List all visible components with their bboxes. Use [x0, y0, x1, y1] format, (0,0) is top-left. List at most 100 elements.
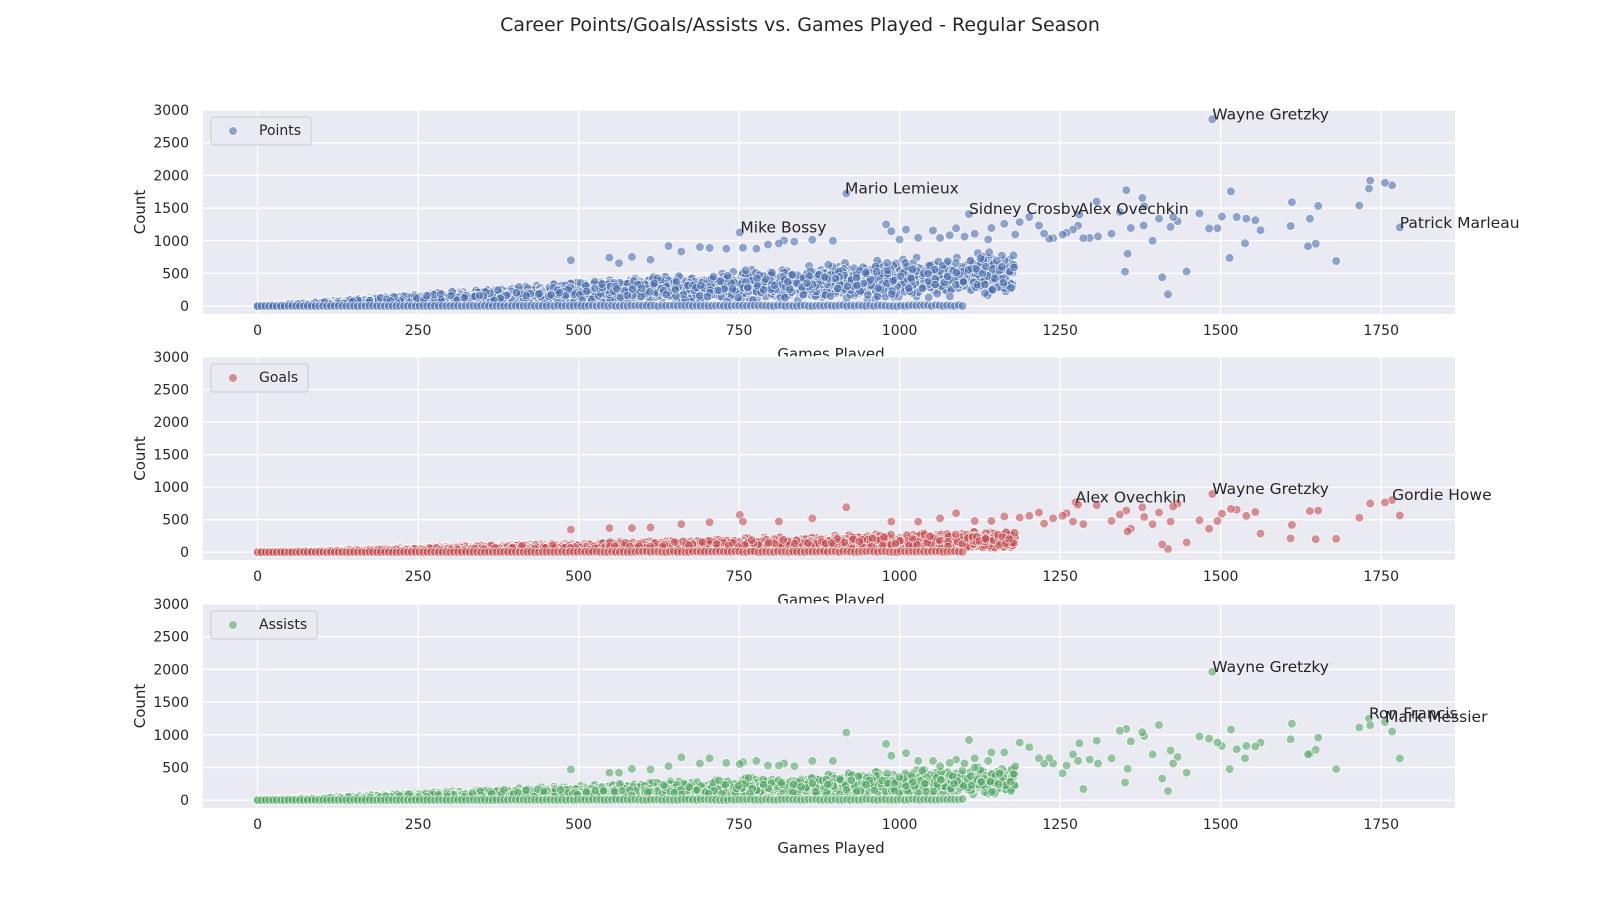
data-point	[627, 284, 638, 294]
data-point	[566, 255, 576, 265]
data-point	[1122, 249, 1133, 259]
data-point	[886, 226, 896, 236]
y-tick-label: 1500	[153, 448, 189, 464]
data-point	[901, 225, 911, 235]
data-point	[990, 274, 1000, 284]
x-tick-label: 0	[253, 569, 262, 585]
data-point	[1121, 185, 1131, 195]
data-point	[907, 264, 917, 275]
points-goals	[253, 489, 1405, 557]
data-point	[895, 271, 906, 281]
data-point	[493, 285, 503, 295]
data-point	[951, 258, 961, 268]
data-point	[945, 230, 955, 240]
data-point	[751, 244, 762, 254]
data-point	[722, 271, 733, 281]
data-point	[1147, 236, 1158, 246]
data-point	[913, 233, 923, 243]
data-point	[597, 279, 607, 289]
data-point	[763, 240, 773, 250]
data-point	[830, 274, 841, 284]
data-point	[1331, 256, 1341, 266]
points-points	[253, 114, 1405, 311]
data-point	[546, 290, 556, 300]
data-point	[787, 270, 798, 280]
data-point	[798, 290, 809, 300]
data-point	[1137, 193, 1147, 203]
data-point	[1313, 201, 1323, 211]
legend-box	[210, 116, 312, 146]
data-point	[1212, 223, 1222, 233]
y-axis-label: Count	[131, 436, 149, 481]
data-point	[872, 267, 882, 277]
data-point	[1092, 196, 1102, 207]
data-point	[1287, 197, 1297, 207]
data-point	[983, 234, 993, 245]
legend-marker	[228, 126, 238, 136]
data-point	[740, 265, 751, 275]
data-point	[637, 283, 647, 293]
data-point	[802, 278, 812, 288]
data-point	[984, 247, 994, 257]
data-point	[645, 255, 656, 265]
data-point	[715, 276, 725, 286]
data-point	[932, 289, 942, 299]
data-point	[942, 271, 953, 282]
data-point	[774, 238, 784, 249]
data-point	[825, 291, 836, 301]
y-tick-label: 500	[162, 266, 189, 282]
data-point	[1024, 212, 1034, 222]
data-point	[752, 280, 763, 290]
data-point	[998, 278, 1009, 288]
data-point	[1015, 217, 1025, 227]
data-point	[997, 262, 1007, 272]
data-point	[702, 291, 713, 302]
data-point	[1305, 214, 1315, 224]
y-tick-label: 500	[162, 513, 189, 529]
data-point	[945, 291, 955, 302]
data-point	[935, 233, 945, 243]
data-point	[789, 237, 799, 247]
data-point	[986, 223, 997, 233]
data-point	[923, 268, 933, 279]
data-point	[627, 252, 637, 262]
panel-goals: 0 250 500 750 1000 1250 1500 175005001000150020…	[131, 350, 1492, 609]
x-tick-label: 500	[565, 569, 592, 585]
data-point	[1303, 241, 1313, 251]
data-point	[894, 235, 905, 245]
chart-title: Career Points/Goals/Assists vs. Games Pl…	[500, 14, 1100, 36]
data-point	[881, 219, 891, 229]
annotation-label: Sidney Crosby	[969, 200, 1080, 218]
x-tick-label: 250	[405, 323, 432, 339]
x-tick-label: 1000	[882, 323, 918, 339]
data-point	[980, 288, 990, 298]
data-point	[861, 268, 871, 278]
data-point	[888, 276, 898, 286]
data-point	[1006, 283, 1016, 293]
data-point	[1204, 223, 1214, 234]
data-point	[783, 277, 793, 287]
data-point	[959, 232, 970, 242]
data-point	[906, 274, 916, 284]
x-tick-label: 1750	[1363, 569, 1399, 585]
data-point	[865, 275, 876, 285]
data-point	[511, 288, 522, 298]
legend-label: Points	[259, 123, 301, 139]
data-point	[695, 291, 705, 301]
data-point	[1207, 114, 1217, 124]
data-point	[863, 290, 873, 300]
y-tick-label: 1500	[153, 201, 189, 217]
data-point	[758, 285, 769, 295]
data-point	[1354, 200, 1364, 210]
data-point	[1154, 214, 1164, 224]
x-tick-label: 1000	[882, 569, 918, 585]
data-point	[521, 290, 531, 301]
data-point	[904, 283, 914, 293]
data-point	[1250, 215, 1260, 225]
y-tick-label: 0	[180, 545, 189, 561]
data-point	[987, 285, 998, 295]
data-point	[970, 229, 980, 239]
data-point	[670, 285, 681, 295]
data-point	[951, 268, 961, 278]
